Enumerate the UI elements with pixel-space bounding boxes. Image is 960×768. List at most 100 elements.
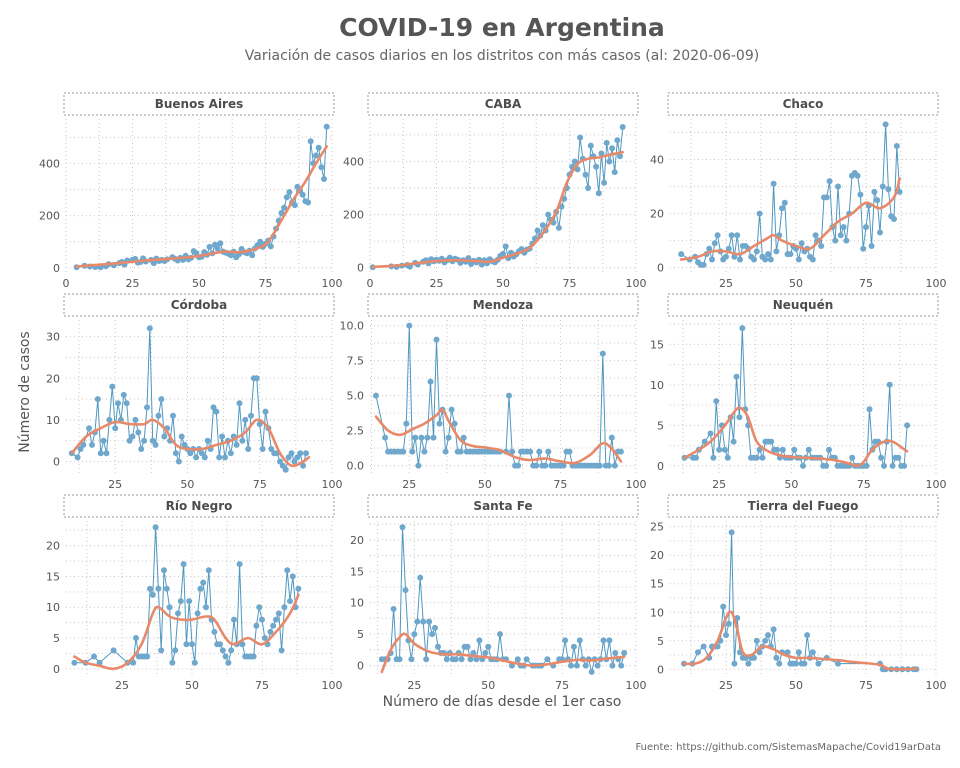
data-point: [295, 585, 302, 592]
data-point: [390, 606, 397, 612]
data-point: [217, 641, 223, 648]
data-point: [706, 245, 713, 252]
data-point: [172, 647, 179, 654]
smooth-trend-line: [679, 177, 901, 261]
data-point: [216, 454, 223, 461]
data-point: [601, 179, 608, 186]
data-point: [805, 446, 812, 453]
data-point: [571, 158, 578, 165]
x-tick-label: 50: [481, 679, 495, 692]
data-point: [180, 561, 187, 568]
data-point: [103, 450, 110, 457]
data-point: [144, 404, 150, 411]
y-tick-label: 200: [343, 209, 364, 222]
data-point: [436, 420, 443, 427]
data-point: [138, 446, 145, 452]
data-point: [895, 454, 902, 461]
data-point: [737, 256, 743, 263]
y-tick-label: 400: [39, 157, 60, 170]
data-point: [774, 446, 780, 453]
data-point: [259, 446, 266, 452]
x-tick-label: 100: [322, 679, 343, 692]
y-tick-label: 25: [650, 521, 664, 534]
data-point: [89, 441, 95, 448]
data-point: [617, 153, 623, 160]
data-point: [249, 252, 256, 259]
x-tick-label: 75: [563, 277, 577, 290]
data-point: [787, 251, 794, 258]
data-point: [621, 650, 628, 656]
y-tick-label: 10: [46, 414, 60, 427]
data-point: [515, 462, 522, 469]
data-point: [762, 256, 769, 263]
y-tick-label: 15: [650, 578, 664, 591]
y-tick-label: 10: [650, 379, 664, 392]
data-point: [464, 643, 471, 650]
data-point: [566, 448, 573, 455]
data-point: [881, 462, 887, 469]
x-tick-label: 100: [322, 478, 343, 491]
data-point: [396, 656, 403, 663]
data-point: [893, 143, 900, 149]
data-point: [745, 660, 752, 667]
y-tick-label: 20: [350, 534, 364, 547]
data-point: [753, 454, 760, 461]
y-tick-label: 0: [657, 663, 664, 676]
data-point: [509, 448, 516, 455]
data-point: [194, 610, 201, 617]
data-point: [417, 574, 424, 581]
data-point: [707, 430, 714, 437]
smooth-trend-line: [75, 145, 328, 268]
facet-strip-label: Neuquén: [773, 298, 834, 312]
data-point: [373, 392, 379, 399]
data-point: [878, 454, 885, 461]
data-point: [733, 373, 740, 380]
smooth-trend-line: [683, 406, 909, 468]
data-point: [152, 524, 159, 531]
data-point: [863, 462, 870, 469]
facet-panel: Chaco 25 50 75 100 0 20 40: [650, 92, 947, 290]
data-point: [300, 462, 307, 469]
data-point: [781, 199, 788, 206]
data-point: [611, 462, 618, 469]
data-point: [594, 662, 601, 669]
data-point: [432, 624, 438, 631]
smooth-trend-line: [374, 408, 623, 465]
data-point: [203, 604, 209, 611]
data-point: [172, 450, 179, 457]
data-point: [882, 121, 889, 128]
data-point: [731, 253, 738, 260]
data-point: [186, 598, 193, 605]
data-point: [163, 585, 170, 592]
data-point: [701, 438, 708, 445]
x-tick-label: 100: [322, 277, 343, 290]
data-point: [573, 662, 580, 669]
data-point: [716, 446, 723, 453]
data-point: [245, 446, 252, 452]
facet-panel: Mendoza 25 50 75 100 0.0 2.5 5.0 7.5 10.0: [340, 293, 647, 491]
data-point: [225, 659, 232, 666]
y-axis-title: Número de casos: [17, 331, 33, 452]
x-tick-label: 75: [859, 679, 873, 692]
data-point: [767, 256, 774, 263]
data-point: [728, 232, 735, 239]
data-point: [619, 124, 626, 130]
data-point: [709, 256, 715, 263]
facet-strip: [63, 494, 335, 518]
data-point: [506, 392, 512, 399]
data-point: [91, 653, 97, 660]
x-tick-label: 25: [712, 478, 726, 491]
data-point: [568, 662, 574, 669]
facet-strip: [667, 494, 939, 518]
data-point: [415, 462, 422, 469]
data-point: [219, 647, 226, 654]
facet-panel: Buenos Aires 0 25 50 75 100 0 200 400: [39, 92, 343, 290]
data-point: [236, 561, 243, 568]
data-point: [826, 446, 832, 453]
facet-strip: [667, 293, 939, 317]
data-point: [198, 450, 205, 457]
data-point: [815, 660, 822, 667]
data-point: [71, 659, 78, 666]
data-point: [800, 462, 806, 469]
